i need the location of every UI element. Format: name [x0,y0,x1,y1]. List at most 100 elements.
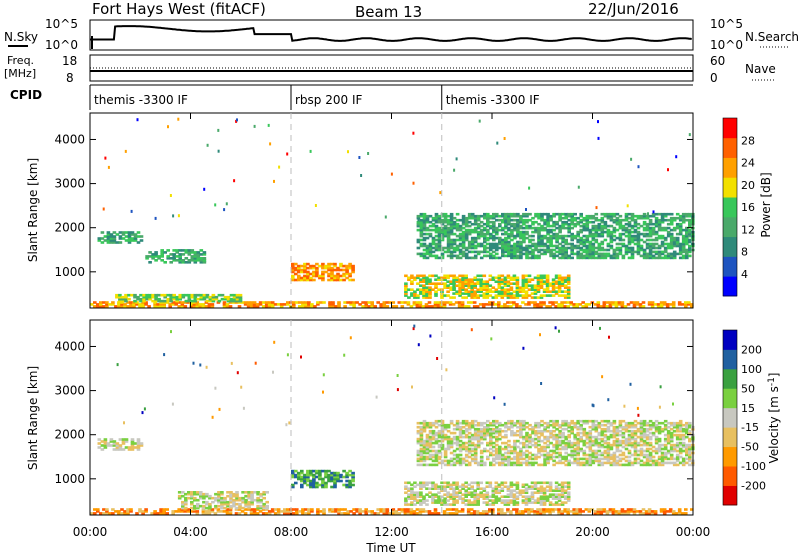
heatmap-cell [327,262,331,266]
heatmap-cell [486,216,490,220]
heatmap-cell [636,236,641,240]
heatmap-cell [513,449,517,453]
heatmap-cell [283,508,287,511]
heatmap-cell [473,282,477,285]
heatmap-cell [327,469,331,473]
heatmap-cell [585,461,590,465]
heatmap-cell [576,238,580,242]
heatmap-cell [431,453,436,457]
heatmap-cell [651,212,656,216]
heatmap-cell [492,246,496,250]
heatmap-cell [558,230,562,234]
heatmap-cell [576,427,580,431]
heatmap-cell [300,475,304,479]
heatmap-cell [443,499,447,502]
heatmap-cell [192,305,197,308]
heatmap-cell [527,288,532,291]
heatmap-cell [612,212,617,216]
heatmap-cell [668,303,673,306]
heatmap-cell [576,234,580,238]
heatmap-cell [557,497,562,500]
heatmap-cell [688,240,692,244]
heatmap-cell [138,305,142,308]
heatmap-cell [269,142,272,146]
heatmap-cell [433,303,438,306]
heatmap-cell [449,274,453,278]
heatmap-cell [495,214,499,218]
heatmap-cell [660,244,665,248]
cpid-label: CPID [10,88,42,102]
heatmap-cell [602,510,607,513]
heatmap-cell [483,447,487,451]
heatmap-cell [370,301,374,304]
heatmap-cell [507,463,511,467]
heatmap-cell [630,425,635,429]
heatmap-cell [434,248,439,252]
heatmap-cell [594,246,599,250]
heatmap-cell [552,222,556,226]
heatmap-cell [681,218,686,222]
heatmap-cell [410,501,414,504]
heatmap-cell [533,301,537,304]
heatmap-cell [249,303,254,306]
heatmap-cell [543,441,547,445]
heatmap-cell [286,508,290,511]
heatmap-cell [558,250,562,254]
heatmap-cell [663,236,668,240]
heatmap-cell [537,254,541,258]
heatmap-cell [270,305,275,308]
heatmap-cell [309,149,312,153]
heatmap-cell [662,508,667,511]
heatmap-cell [684,512,688,515]
heatmap-cell [669,254,674,258]
heatmap-cell [422,501,426,504]
heatmap-cell [217,504,221,508]
heatmap-cell [489,254,493,258]
heatmap-cell [446,435,451,439]
heatmap-cell [510,429,514,433]
heatmap-cell [614,301,619,304]
heatmap-cell [171,301,175,304]
heatmap-cell [473,453,478,457]
heatmap-cell [334,305,338,308]
heatmap-cell [542,501,547,504]
heatmap-cell [576,250,580,254]
heatmap-cell [570,431,574,435]
heatmap-cell [169,257,173,260]
heatmap-cell [419,459,424,463]
heatmap-cell [585,463,590,467]
heatmap-cell [410,294,414,297]
heatmap-cell [488,510,492,513]
heatmap-cell [297,278,301,282]
heatmap-cell [630,214,635,218]
heatmap-cell [114,510,118,513]
date-label: 22/Jun/2016 [588,0,679,18]
heatmap-cell [333,264,337,268]
heatmap-cell [235,492,239,496]
colorbar-swatch [723,256,737,277]
heatmap-cell [542,512,546,515]
heatmap-cell [639,246,644,250]
heatmap-cell [431,483,435,487]
heatmap-cell [492,256,496,260]
heatmap-cell [300,278,304,282]
heatmap-cell [537,439,541,443]
heatmap-cell [662,301,667,304]
heatmap-cell [431,463,436,467]
heatmap-cell [446,276,450,280]
heatmap-cell [492,453,496,457]
heatmap-cell [324,264,328,268]
heatmap-cell [455,441,460,445]
heatmap-cell [642,439,647,443]
heatmap-cell [232,500,236,504]
heatmap-cell [276,510,281,513]
heatmap-cell [510,234,514,238]
heatmap-cell [237,301,242,304]
heatmap-cell [651,256,656,260]
heatmap-cell [464,421,469,425]
heatmap-cell [576,254,580,258]
heatmap-cell [558,431,562,435]
heatmap-cell [416,463,421,467]
heatmap-cell [594,449,599,453]
heatmap-cell [178,249,182,252]
